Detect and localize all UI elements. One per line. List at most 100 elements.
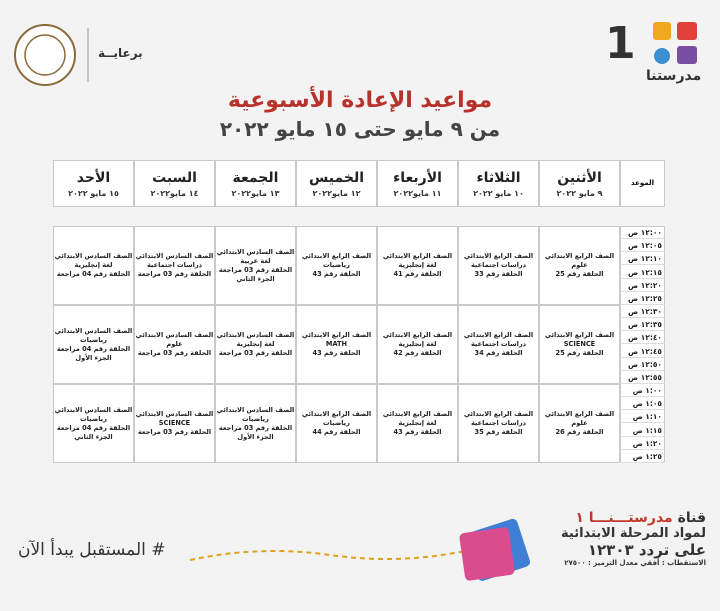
program-line: الصف السادس الابتدائي bbox=[216, 405, 295, 414]
column-day: الثلاثاء bbox=[476, 170, 521, 186]
program-cell: الصف الرابع الابتدائي دراسات اجتماعية الحل… bbox=[458, 305, 539, 384]
program-line: دراسات اجتماعية bbox=[470, 419, 527, 427]
program-line: الصف السادس الابتدائي bbox=[135, 252, 214, 260]
ministry-logo bbox=[14, 24, 76, 86]
column-day: الأربعاء bbox=[393, 170, 442, 186]
time-slot: ١٢:٥٥ ص bbox=[620, 371, 665, 384]
column-day: الخميس bbox=[308, 170, 365, 186]
program-cell: الصف الرابع الابتدائي رياضيات الحلقة رقم 4… bbox=[296, 226, 377, 305]
column-date: ١٤ مايو٢٠٢٢ bbox=[150, 189, 199, 198]
time-column bbox=[620, 226, 665, 463]
program-line: دراسات اجتماعية bbox=[470, 261, 527, 269]
column-date: ٩ مايو ٢٠٢٢ bbox=[556, 189, 603, 198]
time-slot: ١٢:٢٠ ص bbox=[620, 279, 665, 292]
program-line: الصف السادس الابتدائي bbox=[54, 252, 133, 260]
program-line: الصف السادس الابتدائي bbox=[216, 247, 295, 256]
program-line: لغة عربية bbox=[240, 256, 271, 265]
column-date: ١١ مايو٢٠٢٢ bbox=[393, 189, 442, 198]
hashtag: # المستقبل يبدأ الآن bbox=[18, 540, 166, 560]
program-line: الصف السادس الابتدائي bbox=[135, 410, 214, 418]
program-line: الحلقة رقم 35 bbox=[474, 428, 523, 436]
program-line: الصف السادس الابتدائي bbox=[54, 405, 133, 414]
ministry-logo-ring bbox=[24, 34, 66, 76]
program-line: علوم bbox=[571, 261, 588, 269]
program-line: SCIENCE bbox=[158, 419, 191, 427]
sponsor: برعايــة bbox=[98, 46, 143, 60]
program-line: الصف الرابع الابتدائي bbox=[301, 331, 372, 339]
program-cell: الصف الرابع الابتدائي SCIENCE الحلقة رقم 2… bbox=[539, 305, 620, 384]
program-line: لغة إنجليزية bbox=[74, 261, 113, 269]
column-header: الثلاثاء ١٠ مايو ٢٠٢٢ bbox=[458, 160, 539, 207]
program-line: رياضيات bbox=[323, 419, 350, 427]
time-slot: ١:٠٥ ص bbox=[620, 397, 665, 411]
program-line: الجزء الثاني bbox=[236, 274, 275, 283]
time-slot: ١:٢٥ ص bbox=[620, 450, 665, 463]
program-line: لغة إنجليزية bbox=[398, 261, 437, 269]
channel-label: قناة bbox=[677, 510, 706, 526]
column-header: الموعد bbox=[620, 160, 665, 207]
program-line: الحلقة رقم 04 مراجعة bbox=[56, 270, 131, 278]
column-day: الأثنين bbox=[557, 170, 602, 186]
time-slot: ١:١٥ ص bbox=[620, 424, 665, 437]
column-date: ١٢ مايو٢٠٢٢ bbox=[312, 189, 361, 198]
program-line: الصف الرابع الابتدائي bbox=[301, 410, 372, 418]
program-line: الصف الرابع الابتدائي bbox=[382, 410, 453, 418]
column-day: الموعد bbox=[631, 179, 654, 187]
program-line: الحلقة رقم 25 bbox=[555, 349, 604, 357]
program-cell: الصف الرابع الابتدائي لغة إنجليزية الحلقة … bbox=[377, 384, 458, 463]
program-line: الحلقة رقم 03 مراجعة bbox=[137, 270, 212, 278]
logo-block bbox=[677, 46, 697, 64]
program-line: الصف السادس الابتدائي bbox=[135, 331, 214, 339]
program-line: الحلقة رقم 03 مراجعة bbox=[137, 349, 212, 357]
program-line: الصف الرابع الابتدائي bbox=[463, 410, 534, 418]
subtitle: من ٩ مايو حتى ١٥ مايو ٢٠٢٢ bbox=[219, 117, 501, 141]
program-line: دراسات اجتماعية bbox=[146, 261, 203, 269]
program-line: رياضيات bbox=[242, 414, 269, 423]
time-slot: ١٢:٣٥ ص bbox=[620, 318, 665, 332]
program-line: الصف الرابع الابتدائي bbox=[544, 252, 615, 260]
program-cell: الصف الرابع الابتدائي رياضيات الحلقة رقم 4… bbox=[296, 384, 377, 463]
program-line: الصف الرابع الابتدائي bbox=[544, 331, 615, 339]
program-line: الحلقة رقم 04 مراجعة bbox=[56, 344, 131, 353]
book bbox=[459, 527, 515, 581]
program-line: الحلقة رقم 43 bbox=[312, 349, 361, 357]
time-slot: ١٢:٥٠ ص bbox=[620, 358, 665, 371]
logo-block bbox=[654, 48, 670, 64]
channel-info: قناة مدرستـــنـــا ١ لمواد المرحلة الابت… bbox=[561, 510, 706, 567]
program-line: الجزء الأول bbox=[237, 432, 274, 441]
program-line: الحلقة رقم 33 bbox=[474, 270, 523, 278]
program-line: الحلقة رقم 03 مراجعة bbox=[218, 423, 293, 432]
program-line: علوم bbox=[166, 340, 183, 348]
program-line: الصف الرابع الابتدائي bbox=[301, 252, 372, 260]
column-header: الأحد ١٥ مايو ٢٠٢٢ bbox=[53, 160, 134, 207]
program-line: الصف السادس الابتدائي bbox=[54, 326, 133, 335]
column-header: الأربعاء ١١ مايو٢٠٢٢ bbox=[377, 160, 458, 207]
time-slot: ١:٢٠ ص bbox=[620, 437, 665, 450]
time-slot: ١٢:٠٠ ص bbox=[620, 226, 665, 240]
program-line: الحلقة رقم 03 مراجعة bbox=[218, 265, 293, 274]
footer-line: لمواد المرحلة الابتدائية bbox=[561, 526, 706, 541]
program-line: الصف السادس الابتدائي bbox=[216, 331, 295, 339]
program-line: الصف الرابع الابتدائي bbox=[463, 252, 534, 260]
program-cell: الصف السادس الابتدائي علوم الحلقة رقم 03 م… bbox=[134, 305, 215, 384]
program-line: الحلقة رقم 42 bbox=[393, 349, 442, 357]
program-line: رياضيات bbox=[80, 414, 107, 423]
program-line: الجزء الثاني bbox=[74, 432, 113, 441]
program-line: رياضيات bbox=[80, 335, 107, 344]
title: مواعيد الإعادة الأسبوعية bbox=[227, 88, 493, 113]
program-cell: الصف السادس الابتدائي رياضيات الحلقة رقم 0… bbox=[53, 384, 134, 463]
program-line: الحلقة رقم 41 bbox=[393, 270, 442, 278]
dashed-line bbox=[189, 549, 471, 561]
program-line: الحلقة رقم 44 bbox=[312, 428, 361, 436]
program-cell: الصف الرابع الابتدائي MATH الحلقة رقم 43 bbox=[296, 305, 377, 384]
program-cell: الصف الرابع الابتدائي دراسات اجتماعية الحل… bbox=[458, 226, 539, 305]
program-cell: الصف الرابع الابتدائي علوم الحلقة رقم 26 bbox=[539, 384, 620, 463]
column-date: ١٣ مايو٢٠٢٢ bbox=[231, 189, 280, 198]
program-line: الحلقة رقم 34 bbox=[474, 349, 523, 357]
program-line: الصف الرابع الابتدائي bbox=[382, 331, 453, 339]
logo-block bbox=[653, 22, 671, 40]
time-slot: ١:١٠ ص bbox=[620, 410, 665, 424]
footer-line: على تردد ١٢٣٠٣ bbox=[587, 541, 706, 559]
program-line: الحلقة رقم 43 bbox=[393, 428, 442, 436]
